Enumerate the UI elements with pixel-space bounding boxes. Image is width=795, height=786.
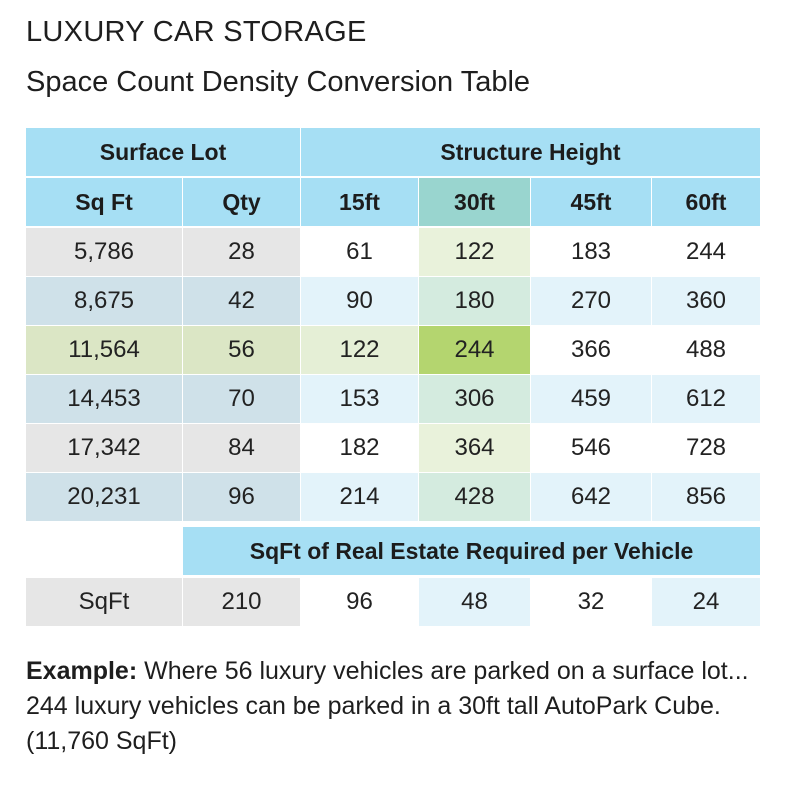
column-header-sq-ft: Sq Ft: [26, 178, 182, 226]
table-cell: 17,342: [26, 424, 182, 472]
example-text: Where 56 luxury vehicles are parked on a…: [26, 657, 749, 755]
table-cell: 366: [531, 326, 651, 374]
table-cell: 61: [301, 228, 418, 276]
table-cell: 428: [419, 473, 530, 521]
table-cell: 180: [419, 277, 530, 325]
table-cell: 28: [183, 228, 300, 276]
example-label: Example:: [26, 657, 138, 685]
table-cell: 459: [531, 375, 651, 423]
table-cell: 270: [531, 277, 651, 325]
table-cell: 306: [419, 375, 530, 423]
table-cell: 546: [531, 424, 651, 472]
table-cell: 214: [301, 473, 418, 521]
table-cell: 8,675: [26, 277, 182, 325]
table-cell: 488: [652, 326, 760, 374]
requirement-cell: 24: [652, 578, 760, 626]
column-header-45ft: 45ft: [531, 178, 651, 226]
table-cell: 856: [652, 473, 760, 521]
requirement-cell: 32: [531, 578, 651, 626]
table-cell: 642: [531, 473, 651, 521]
table-cell: 14,453: [26, 375, 182, 423]
requirement-header: SqFt of Real Estate Required per Vehicle: [183, 527, 760, 575]
column-header-30ft: 30ft: [419, 178, 530, 226]
group-header-structure-height: Structure Height: [301, 128, 760, 176]
chart-subtitle: Space Count Density Conversion Table: [26, 66, 531, 98]
requirement-cell: 48: [419, 578, 530, 626]
table-cell: 244: [419, 326, 530, 374]
table-cell: 96: [183, 473, 300, 521]
requirement-cell: 210: [183, 578, 300, 626]
table-cell: 42: [183, 277, 300, 325]
table-cell: 182: [301, 424, 418, 472]
table-cell: 11,564: [26, 326, 182, 374]
table-cell: 122: [301, 326, 418, 374]
table-cell: 5,786: [26, 228, 182, 276]
table-cell: 56: [183, 326, 300, 374]
table-cell: 70: [183, 375, 300, 423]
table-cell: 122: [419, 228, 530, 276]
column-header-qty: Qty: [183, 178, 300, 226]
table-cell: 244: [652, 228, 760, 276]
table-cell: 183: [531, 228, 651, 276]
group-header-surface-lot: Surface Lot: [26, 128, 300, 176]
requirement-cell: 96: [301, 578, 418, 626]
table-cell: 364: [419, 424, 530, 472]
table-cell: 90: [301, 277, 418, 325]
table-cell: 20,231: [26, 473, 182, 521]
table-cell: 153: [301, 375, 418, 423]
chart-title: LUXURY CAR STORAGE: [26, 16, 367, 48]
table-cell: 612: [652, 375, 760, 423]
column-header-15ft: 15ft: [301, 178, 418, 226]
table-cell: 728: [652, 424, 760, 472]
table-cell: 84: [183, 424, 300, 472]
column-header-60ft: 60ft: [652, 178, 760, 226]
requirement-row-label: SqFt: [26, 578, 182, 626]
table-cell: 360: [652, 277, 760, 325]
example-footnote: Example: Where 56 luxury vehicles are pa…: [26, 654, 776, 759]
